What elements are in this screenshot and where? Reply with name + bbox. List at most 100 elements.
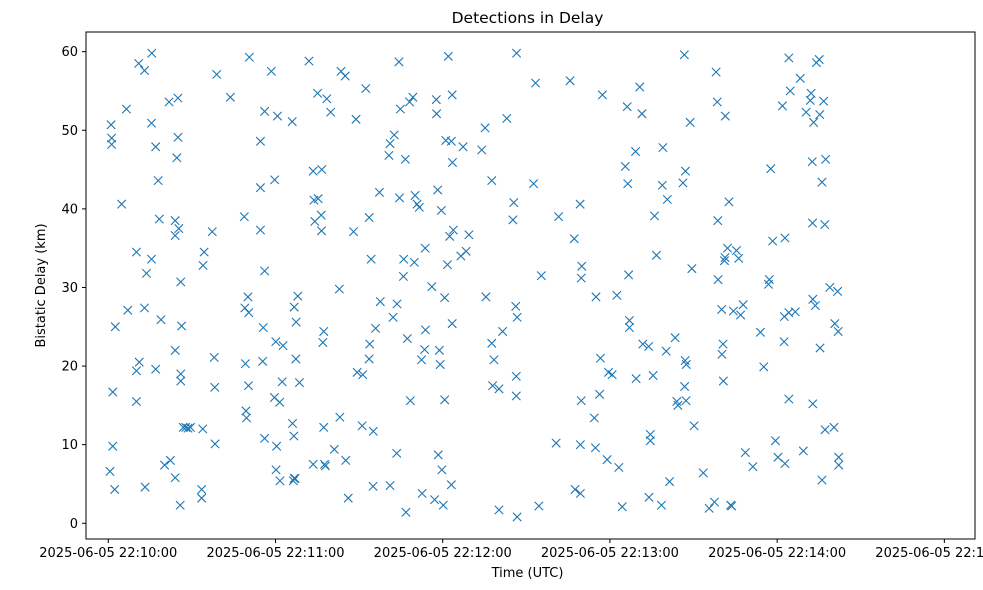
- plot-frame: [85, 31, 976, 540]
- data-point-marker: [680, 381, 690, 392]
- data-point-marker: [480, 123, 490, 133]
- data-point-marker: [825, 282, 835, 293]
- data-point-marker: [489, 355, 499, 365]
- data-point-marker: [814, 54, 824, 65]
- data-point-marker: [313, 194, 323, 204]
- data-point-marker: [198, 424, 208, 434]
- data-point-marker: [681, 359, 691, 370]
- data-point-marker: [266, 66, 276, 76]
- x-tick-label: 2025-06-05 22:12:00: [374, 546, 512, 561]
- x-tick-label: 2025-06-05 22:10:00: [39, 546, 177, 561]
- data-point-marker: [530, 78, 541, 88]
- data-point-marker: [105, 466, 115, 476]
- data-point-marker: [779, 337, 789, 347]
- data-point-marker: [402, 333, 412, 344]
- data-point-marker: [487, 338, 497, 348]
- data-point-marker: [834, 460, 844, 470]
- data-point-marker: [711, 67, 721, 77]
- data-point-marker: [819, 96, 829, 106]
- data-point-marker: [431, 109, 442, 119]
- data-point-marker: [820, 425, 830, 435]
- data-point-marker: [146, 254, 157, 264]
- data-point-marker: [289, 431, 299, 441]
- data-point-marker: [392, 299, 402, 309]
- data-point-marker: [123, 305, 133, 315]
- data-point-marker: [709, 497, 720, 507]
- data-point-marker: [430, 495, 440, 505]
- data-point-marker: [436, 205, 446, 216]
- data-point-marker: [620, 161, 630, 172]
- data-point-marker: [210, 439, 220, 449]
- data-point-marker: [570, 484, 580, 495]
- data-point-marker: [624, 270, 634, 280]
- data-point-marker: [434, 345, 444, 355]
- data-point-marker: [260, 106, 270, 116]
- data-point-marker: [657, 180, 667, 190]
- data-point-marker: [464, 230, 474, 240]
- data-point-marker: [494, 505, 504, 515]
- data-point-marker: [170, 473, 180, 483]
- data-point-marker: [512, 512, 522, 522]
- data-point-marker: [431, 95, 441, 105]
- data-point-marker: [357, 421, 367, 431]
- data-point-marker: [808, 399, 818, 409]
- data-point-marker: [368, 426, 378, 436]
- data-point-marker: [366, 254, 376, 264]
- data-point-marker: [698, 468, 708, 478]
- data-point-marker: [576, 273, 586, 283]
- data-point-marker: [724, 197, 734, 207]
- data-point-marker: [207, 227, 217, 237]
- data-point-marker: [815, 343, 825, 353]
- y-tick-label: 60: [61, 45, 78, 60]
- data-point-marker: [139, 65, 150, 76]
- data-point-marker: [577, 261, 587, 271]
- x-axis: 2025-06-05 22:10:00 2025-06-05 22:11:00 20…: [39, 539, 983, 561]
- data-point-marker: [673, 400, 683, 410]
- data-point-marker: [151, 142, 161, 152]
- data-point-marker: [394, 57, 404, 67]
- data-point-marker: [361, 84, 371, 94]
- data-point-marker: [635, 82, 645, 92]
- data-point-marker: [147, 48, 157, 58]
- data-point-marker: [319, 422, 329, 432]
- data-point-marker: [197, 484, 207, 495]
- data-point-marker: [718, 339, 728, 349]
- data-point-marker: [275, 476, 285, 486]
- data-point-marker: [809, 117, 819, 127]
- data-point-marker: [805, 95, 815, 105]
- data-point-marker: [443, 51, 453, 61]
- data-point-marker: [197, 493, 207, 503]
- points-layer: [105, 48, 844, 522]
- data-point-marker: [199, 247, 209, 257]
- data-point-marker: [358, 370, 368, 380]
- data-point-marker: [392, 448, 402, 458]
- data-point-marker: [597, 90, 607, 100]
- data-point-marker: [399, 254, 409, 264]
- data-point-marker: [569, 234, 579, 244]
- data-point-marker: [290, 473, 300, 484]
- data-point-marker: [385, 480, 395, 491]
- data-point-marker: [617, 502, 627, 512]
- chart-title: Detections in Delay: [452, 9, 604, 27]
- data-point-marker: [808, 294, 818, 304]
- data-point-marker: [433, 185, 443, 195]
- data-point-marker: [830, 319, 840, 329]
- data-point-marker: [447, 157, 458, 168]
- data-point-marker: [272, 441, 282, 451]
- data-point-marker: [445, 231, 455, 241]
- data-point-marker: [770, 436, 781, 446]
- data-point-marker: [172, 153, 182, 163]
- data-point-marker: [409, 257, 419, 267]
- data-point-marker: [736, 310, 746, 320]
- data-point-marker: [461, 246, 471, 256]
- data-point-marker: [154, 214, 164, 224]
- data-point-marker: [731, 245, 742, 256]
- x-axis-label: Time (UTC): [491, 566, 564, 581]
- data-point-marker: [181, 422, 191, 432]
- data-point-marker: [134, 58, 144, 69]
- data-point-marker: [785, 86, 795, 96]
- data-point-marker: [645, 436, 655, 446]
- data-point-marker: [607, 370, 617, 380]
- data-point-marker: [270, 175, 280, 185]
- data-point-marker: [293, 291, 303, 301]
